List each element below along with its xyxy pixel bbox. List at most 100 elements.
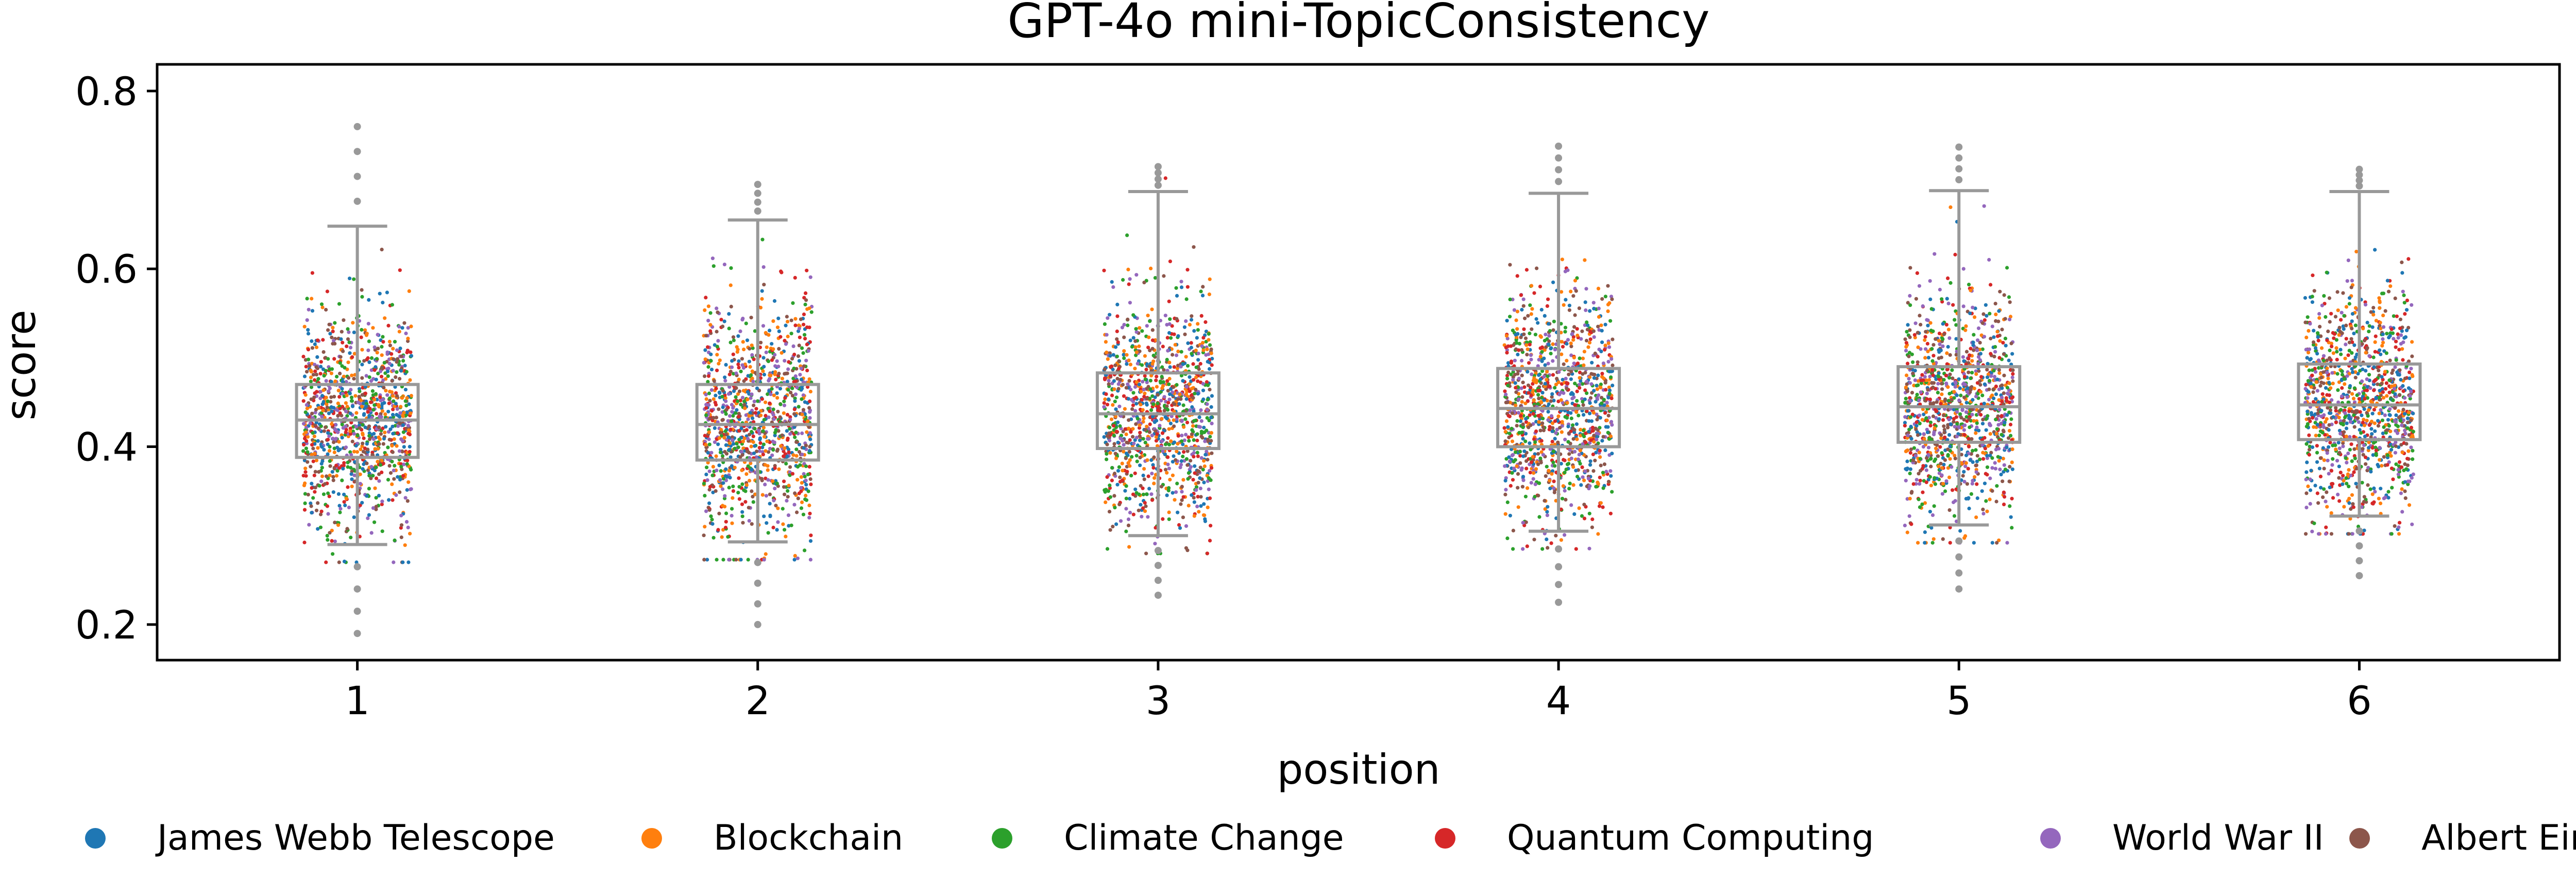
strip-point xyxy=(1984,303,1988,307)
strip-point xyxy=(746,417,750,421)
strip-point xyxy=(1192,245,1196,249)
strip-point xyxy=(1111,403,1115,407)
strip-point xyxy=(705,558,709,562)
strip-point xyxy=(1530,307,1534,311)
strip-point xyxy=(724,511,728,515)
strip-point xyxy=(777,371,781,376)
strip-point xyxy=(1585,484,1589,489)
strip-point xyxy=(786,489,790,493)
strip-point xyxy=(1973,475,1977,479)
strip-point xyxy=(797,326,801,331)
strip-point xyxy=(406,424,411,428)
strip-point xyxy=(1184,433,1188,437)
strip-point xyxy=(1139,403,1143,407)
strip-point xyxy=(381,340,385,344)
strip-point xyxy=(396,475,400,479)
strip-point xyxy=(372,345,377,350)
strip-point xyxy=(384,389,388,393)
strip-point xyxy=(1208,435,1212,439)
strip-point xyxy=(1517,376,1521,381)
strip-point xyxy=(1912,446,1916,450)
strip-point xyxy=(1972,333,1976,337)
strip-point xyxy=(715,469,719,473)
strip-point xyxy=(788,415,792,419)
strip-point xyxy=(1146,314,1150,318)
strip-point xyxy=(326,431,330,435)
strip-point xyxy=(1552,479,1556,484)
strip-point xyxy=(716,310,720,315)
strip-point xyxy=(1124,529,1128,533)
strip-point xyxy=(1179,397,1183,401)
strip-point xyxy=(1529,386,1533,390)
strip-point xyxy=(381,378,385,383)
strip-point xyxy=(1113,363,1117,368)
strip-point xyxy=(1551,449,1555,454)
strip-point xyxy=(346,376,351,380)
strip-point xyxy=(1106,316,1110,320)
strip-point xyxy=(334,437,338,441)
strip-point xyxy=(736,363,740,367)
strip-point xyxy=(1196,480,1200,485)
strip-point xyxy=(800,346,804,350)
strip-point xyxy=(729,304,733,309)
strip-point xyxy=(364,374,368,378)
strip-point xyxy=(380,458,384,463)
strip-point xyxy=(306,493,310,497)
strip-point xyxy=(1610,423,1614,427)
strip-point xyxy=(350,477,354,481)
strip-point xyxy=(1202,425,1206,429)
strip-point xyxy=(338,510,342,514)
strip-point xyxy=(1208,539,1212,543)
strip-point xyxy=(1515,309,1519,314)
strip-point xyxy=(1583,469,1587,473)
strip-point xyxy=(1190,493,1194,497)
strip-point xyxy=(1592,440,1596,444)
strip-point xyxy=(779,444,783,448)
strip-point xyxy=(740,318,744,322)
strip-point xyxy=(1160,386,1164,390)
strip-point xyxy=(1954,323,1958,327)
strip-point xyxy=(358,481,363,486)
strip-point xyxy=(1165,404,1169,408)
strip-point xyxy=(391,369,395,373)
strip-point xyxy=(360,444,364,448)
strip-point xyxy=(310,511,314,515)
strip-point xyxy=(745,338,750,342)
strip-point xyxy=(711,416,716,420)
strip-point xyxy=(1143,354,1147,358)
strip-point xyxy=(1114,407,1118,411)
strip-point xyxy=(1155,374,1159,378)
strip-point xyxy=(1552,319,1556,323)
strip-point xyxy=(379,432,383,436)
strip-point xyxy=(1909,447,1913,452)
strip-point xyxy=(331,552,335,556)
strip-point xyxy=(715,344,719,349)
strip-point xyxy=(784,534,788,539)
strip-point xyxy=(1126,267,1130,272)
strip-point xyxy=(1172,424,1176,428)
strip-point xyxy=(380,502,384,507)
strip-point xyxy=(1595,384,1599,388)
strip-point xyxy=(704,334,708,338)
strip-point xyxy=(401,430,405,434)
strip-point xyxy=(1546,374,1550,378)
strip-point xyxy=(1105,403,1110,407)
strip-point xyxy=(750,353,754,357)
strip-point xyxy=(759,477,764,481)
strip-point xyxy=(764,494,768,498)
strip-point xyxy=(340,436,344,440)
strip-point xyxy=(1196,379,1200,383)
strip-point xyxy=(802,312,806,317)
strip-point xyxy=(781,522,785,526)
strip-point xyxy=(761,429,765,433)
strip-point xyxy=(313,342,317,347)
strip-point xyxy=(1574,547,1578,551)
strip-point xyxy=(1166,401,1171,405)
strip-point xyxy=(808,437,812,441)
strip-point xyxy=(1569,377,1573,381)
strip-point xyxy=(1171,473,1175,477)
strip-point xyxy=(1599,382,1603,387)
strip-point xyxy=(1201,388,1206,392)
strip-point xyxy=(719,469,723,473)
strip-point xyxy=(351,321,355,325)
